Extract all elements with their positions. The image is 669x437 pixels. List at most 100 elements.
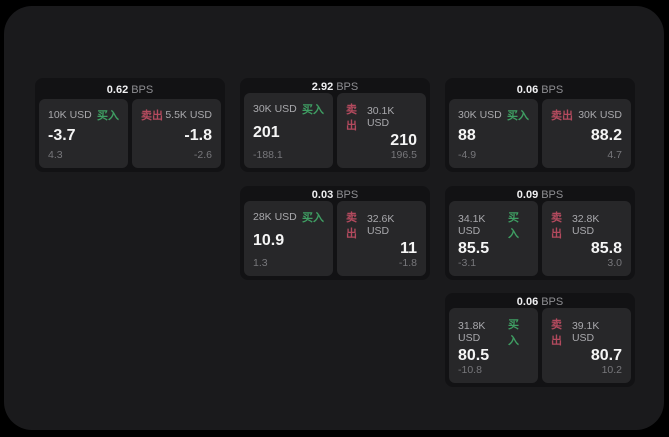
sell-quote-tile[interactable]: 卖出 39.1K USD 80.7 10.2	[542, 308, 631, 383]
sell-sub-value: -1.8	[398, 257, 417, 269]
buy-amount: 30K USD	[253, 103, 297, 115]
buy-tile-top: 31.8K USD 买入	[458, 316, 529, 348]
buy-price: 80.5	[458, 347, 490, 364]
sell-button[interactable]: 卖出	[346, 212, 357, 240]
bps-value: 2.92	[311, 80, 334, 93]
buy-button[interactable]: 买入	[508, 319, 520, 347]
buy-price: 88	[458, 127, 476, 144]
buy-price: -3.7	[48, 127, 76, 144]
sell-amount: 32.8K USD	[571, 213, 600, 237]
buy-quote-tile[interactable]: 30K USD 买入 88 -4.9	[449, 99, 538, 168]
sell-button[interactable]: 卖出	[551, 319, 562, 347]
buy-sub-value: -10.8	[458, 364, 482, 376]
quote-card: 0.06 BPS 30K USD 买入 88 -4.9 卖出 30K USD 8…	[445, 78, 635, 172]
sell-button[interactable]: 卖出	[141, 110, 163, 122]
sell-sub-value: -2.6	[193, 149, 212, 161]
sell-quote-tile[interactable]: 卖出 5.5K USD -1.8 -2.6	[132, 99, 221, 168]
buy-sub-value: 1.3	[253, 257, 268, 269]
sell-sub-value: 10.2	[601, 364, 622, 376]
sell-price: 210	[390, 132, 417, 149]
buy-sub-value: -188.1	[253, 149, 283, 161]
sell-tile-top: 卖出 30.1K USD	[346, 101, 417, 133]
sell-amount: 5.5K USD	[165, 109, 212, 121]
buy-amount: 30K USD	[458, 109, 502, 121]
buy-amount: 28K USD	[253, 211, 297, 223]
quote-card: 0.09 BPS 34.1K USD 买入 85.5 -3.1 卖出 32.8K…	[445, 186, 635, 280]
quote-card: 0.62 BPS 10K USD 买入 -3.7 4.3 卖出 5.5K USD…	[35, 78, 225, 172]
bps-value: 0.62	[106, 83, 129, 96]
buy-price: 201	[253, 124, 280, 141]
sell-button[interactable]: 卖出	[346, 104, 357, 132]
bps-value: 0.03	[311, 188, 334, 201]
quote-card-body: 31.8K USD 买入 80.5 -10.8 卖出 39.1K USD 80.…	[445, 308, 635, 387]
buy-tile-top: 10K USD 买入	[48, 107, 119, 123]
buy-price: 10.9	[253, 232, 285, 249]
buy-sub-value: -3.1	[458, 257, 477, 269]
quote-card-body: 10K USD 买入 -3.7 4.3 卖出 5.5K USD -1.8 -2.…	[35, 99, 225, 172]
bps-unit-label: BPS	[131, 83, 154, 96]
bps-header: 0.06 BPS	[445, 293, 635, 308]
quote-card-body: 30K USD 买入 88 -4.9 卖出 30K USD 88.2 4.7	[445, 99, 635, 172]
sell-sub-value: 4.7	[607, 149, 622, 161]
buy-tile-top: 28K USD 买入	[253, 209, 324, 225]
sell-amount: 32.6K USD	[366, 213, 395, 237]
bps-unit-label: BPS	[541, 188, 564, 201]
buy-tile-top: 30K USD 买入	[458, 107, 529, 123]
buy-tile-top: 34.1K USD 买入	[458, 209, 529, 241]
sell-quote-tile[interactable]: 卖出 32.6K USD 11 -1.8	[337, 201, 426, 276]
bps-header: 0.03 BPS	[240, 186, 430, 201]
buy-quote-tile[interactable]: 10K USD 买入 -3.7 4.3	[39, 99, 128, 168]
sell-tile-top: 卖出 30K USD	[551, 107, 622, 123]
buy-sub-value: -4.9	[458, 149, 477, 161]
sell-quote-tile[interactable]: 卖出 30K USD 88.2 4.7	[542, 99, 631, 168]
bps-header: 0.06 BPS	[445, 78, 635, 99]
sell-quote-tile[interactable]: 卖出 32.8K USD 85.8 3.0	[542, 201, 631, 276]
sell-price: 85.8	[590, 240, 622, 257]
quote-card-body: 28K USD 买入 10.9 1.3 卖出 32.6K USD 11 -1.8	[240, 201, 430, 280]
sell-price: -1.8	[184, 127, 212, 144]
sell-tile-top: 卖出 32.8K USD	[551, 209, 622, 241]
buy-quote-tile[interactable]: 30K USD 买入 201 -188.1	[244, 93, 333, 168]
bps-unit-label: BPS	[336, 80, 359, 93]
bps-value: 0.06	[516, 83, 539, 96]
bps-header: 2.92 BPS	[240, 78, 430, 93]
sell-quote-tile[interactable]: 卖出 30.1K USD 210 196.5	[337, 93, 426, 168]
buy-button[interactable]: 买入	[302, 104, 324, 116]
sell-button[interactable]: 卖出	[551, 212, 562, 240]
buy-quote-tile[interactable]: 28K USD 买入 10.9 1.3	[244, 201, 333, 276]
buy-button[interactable]: 买入	[97, 110, 119, 122]
bps-unit-label: BPS	[336, 188, 359, 201]
quote-card: 2.92 BPS 30K USD 买入 201 -188.1 卖出 30.1K …	[240, 78, 430, 172]
buy-sub-value: 4.3	[48, 149, 63, 161]
sell-amount: 30.1K USD	[366, 105, 395, 129]
bps-header: 0.62 BPS	[35, 78, 225, 99]
sell-amount: 39.1K USD	[571, 320, 600, 344]
sell-amount: 30K USD	[578, 109, 622, 121]
buy-quote-tile[interactable]: 34.1K USD 买入 85.5 -3.1	[449, 201, 538, 276]
sell-tile-top: 卖出 32.6K USD	[346, 209, 417, 241]
buy-button[interactable]: 买入	[507, 110, 529, 122]
sell-price: 88.2	[590, 127, 622, 144]
sell-button[interactable]: 卖出	[551, 110, 573, 122]
quote-card-body: 30K USD 买入 201 -188.1 卖出 30.1K USD 210 1…	[240, 93, 430, 172]
quote-card: 0.06 BPS 31.8K USD 买入 80.5 -10.8 卖出 39.1…	[445, 293, 635, 387]
bps-value: 0.09	[516, 188, 539, 201]
sell-price: 11	[400, 240, 417, 257]
sell-sub-value: 3.0	[607, 257, 622, 269]
quote-card: 0.03 BPS 28K USD 买入 10.9 1.3 卖出 32.6K US…	[240, 186, 430, 280]
bps-value: 0.06	[516, 295, 539, 308]
sell-sub-value: 196.5	[390, 149, 417, 161]
bps-header: 0.09 BPS	[445, 186, 635, 201]
buy-button[interactable]: 买入	[508, 212, 520, 240]
bps-unit-label: BPS	[541, 295, 564, 308]
buy-button[interactable]: 买入	[302, 212, 324, 224]
buy-amount: 31.8K USD	[458, 320, 486, 344]
sell-price: 80.7	[590, 347, 622, 364]
buy-quote-tile[interactable]: 31.8K USD 买入 80.5 -10.8	[449, 308, 538, 383]
buy-amount: 10K USD	[48, 109, 92, 121]
quote-card-body: 34.1K USD 买入 85.5 -3.1 卖出 32.8K USD 85.8…	[445, 201, 635, 280]
buy-tile-top: 30K USD 买入	[253, 101, 324, 117]
sell-tile-top: 卖出 39.1K USD	[551, 316, 622, 348]
buy-amount: 34.1K USD	[458, 213, 486, 237]
buy-price: 85.5	[458, 240, 490, 257]
